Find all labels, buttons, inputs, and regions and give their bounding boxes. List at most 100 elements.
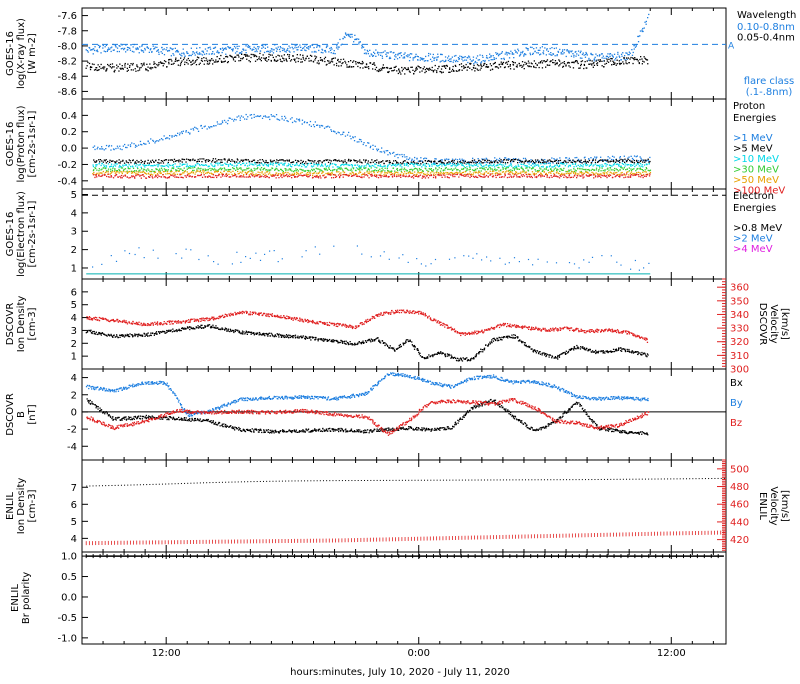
data-point xyxy=(144,64,145,65)
data-point xyxy=(361,141,362,142)
data-point xyxy=(161,138,162,139)
data-point xyxy=(448,161,449,162)
data-point xyxy=(192,64,193,65)
data-point xyxy=(261,48,262,49)
data-point xyxy=(309,160,310,161)
data-point xyxy=(571,56,572,57)
data-point xyxy=(559,61,560,62)
data-point xyxy=(556,171,557,172)
data-point xyxy=(240,175,241,176)
data-point xyxy=(107,64,108,65)
data-point xyxy=(448,72,449,73)
data-point xyxy=(631,171,632,172)
data-point xyxy=(281,116,282,117)
data-point xyxy=(142,161,143,162)
data-point xyxy=(122,65,123,66)
data-point xyxy=(489,165,490,166)
data-point xyxy=(325,57,326,58)
data-point xyxy=(620,167,621,168)
data-point xyxy=(470,171,471,172)
data-point xyxy=(488,66,489,67)
data-point xyxy=(353,173,354,174)
data-point xyxy=(421,172,422,173)
data-point xyxy=(300,173,301,174)
data-point xyxy=(377,70,378,71)
data-point xyxy=(178,60,179,61)
data-point xyxy=(290,175,291,176)
data-point xyxy=(215,125,216,126)
data-point xyxy=(588,58,589,59)
data-point xyxy=(100,46,101,47)
data-point xyxy=(524,68,525,69)
data-point xyxy=(617,54,618,55)
data-point xyxy=(629,62,630,63)
data-point xyxy=(194,53,195,54)
data-point xyxy=(158,52,159,53)
data-point xyxy=(481,162,482,163)
data-point xyxy=(397,157,398,158)
data-point xyxy=(119,146,120,147)
data-point xyxy=(499,64,500,65)
data-point xyxy=(114,170,115,171)
data-point xyxy=(209,166,210,167)
data-point xyxy=(315,121,316,122)
data-point xyxy=(522,171,523,172)
data-point xyxy=(543,162,544,163)
data-point xyxy=(616,57,617,58)
data-point xyxy=(287,48,288,49)
data-point xyxy=(453,162,454,163)
y-tick-label: 1 xyxy=(71,263,77,274)
data-point xyxy=(602,53,603,54)
data-point xyxy=(185,131,186,132)
data-point xyxy=(186,159,187,160)
data-point xyxy=(123,176,124,177)
data-point xyxy=(103,171,104,172)
data-point xyxy=(270,162,271,163)
data-point xyxy=(207,63,208,64)
data-point xyxy=(593,173,594,174)
data-point xyxy=(371,167,372,168)
data-point xyxy=(588,172,589,173)
data-point xyxy=(412,67,413,68)
data-point xyxy=(387,67,388,68)
data-point xyxy=(361,45,362,46)
data-point xyxy=(499,158,500,159)
data-point xyxy=(349,165,350,166)
data-point xyxy=(401,172,402,173)
data-point xyxy=(642,172,643,173)
y-axis-label: [cm-3] xyxy=(27,489,38,522)
data-point xyxy=(619,162,620,163)
data-point xyxy=(257,160,258,161)
data-point xyxy=(380,70,381,71)
data-point xyxy=(437,169,438,170)
data-point xyxy=(228,120,229,121)
data-point xyxy=(239,173,240,174)
data-point xyxy=(358,43,359,44)
data-point xyxy=(291,177,292,178)
data-point xyxy=(122,173,123,174)
data-point xyxy=(615,58,616,59)
data-point xyxy=(593,158,594,159)
data-point xyxy=(106,159,107,160)
data-point xyxy=(487,57,488,58)
data-point xyxy=(321,52,322,53)
data-point xyxy=(555,167,556,168)
data-point xyxy=(640,56,641,57)
data-point xyxy=(140,164,141,165)
data-point xyxy=(264,163,265,164)
data-point xyxy=(506,167,507,168)
data-point xyxy=(344,61,345,62)
data-point xyxy=(373,162,374,163)
data-point xyxy=(503,169,504,170)
data-point xyxy=(368,66,369,67)
data-point xyxy=(141,46,142,47)
data-point xyxy=(241,160,242,161)
data-point xyxy=(320,160,321,161)
data-point xyxy=(603,166,604,167)
data-point xyxy=(506,159,507,160)
data-point xyxy=(124,163,125,164)
data-point xyxy=(200,63,201,64)
data-point xyxy=(459,64,460,65)
data-point xyxy=(102,175,103,176)
data-point xyxy=(558,163,559,164)
